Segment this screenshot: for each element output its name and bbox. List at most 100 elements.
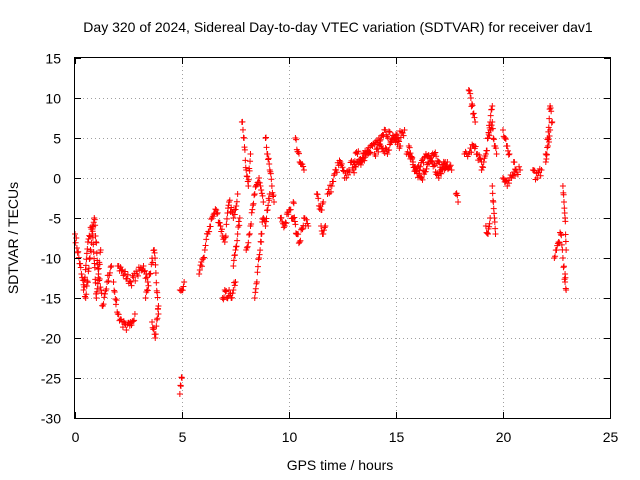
data-point <box>177 382 184 389</box>
data-point <box>103 285 110 292</box>
data-point <box>97 287 104 294</box>
data-point <box>487 112 494 119</box>
data-point <box>467 95 474 101</box>
data-point <box>231 279 238 286</box>
data-point <box>385 128 392 135</box>
data-point <box>152 335 159 341</box>
data-point <box>553 247 560 253</box>
y-tick-label: -15 <box>41 291 61 307</box>
data-point <box>153 316 160 323</box>
data-point <box>485 231 492 237</box>
y-tick-label: -20 <box>41 331 61 347</box>
data-point <box>216 219 223 226</box>
data-point <box>511 159 518 166</box>
data-point <box>229 290 236 297</box>
data-point <box>97 247 104 253</box>
data-point <box>142 275 149 282</box>
data-point <box>560 263 567 270</box>
data-point <box>251 191 258 197</box>
data-point <box>140 263 147 269</box>
data-point <box>492 145 499 152</box>
data-point <box>559 255 566 261</box>
data-point <box>534 175 541 181</box>
data-point <box>280 224 287 231</box>
data-point <box>285 211 292 218</box>
data-point <box>502 178 509 185</box>
data-point <box>246 231 253 238</box>
data-point <box>467 90 474 97</box>
data-point <box>108 263 115 269</box>
data-point <box>151 249 158 256</box>
data-point <box>202 242 209 249</box>
data-point <box>222 288 229 295</box>
data-point <box>196 271 203 277</box>
data-point <box>113 297 120 304</box>
data-point <box>260 199 267 205</box>
data-point <box>299 226 306 233</box>
data-point <box>230 287 237 293</box>
data-point <box>112 296 119 303</box>
data-point <box>395 137 402 144</box>
data-point <box>322 223 329 229</box>
data-point <box>262 218 269 225</box>
data-point <box>92 222 99 229</box>
data-point <box>207 223 214 230</box>
data-point <box>502 135 509 141</box>
data-point <box>74 249 81 256</box>
data-point <box>91 264 98 271</box>
x-tick-label: 20 <box>496 429 512 445</box>
data-point <box>266 197 273 204</box>
data-point <box>221 294 228 301</box>
data-point <box>547 127 554 133</box>
y-tick-label: -30 <box>41 411 61 427</box>
data-point <box>415 170 422 177</box>
data-point <box>484 230 491 237</box>
data-point <box>502 136 509 143</box>
data-point <box>412 167 419 173</box>
data-point <box>258 187 265 194</box>
x-tick-label: 10 <box>282 429 298 445</box>
data-point <box>409 155 416 162</box>
data-point <box>131 317 138 324</box>
data-point <box>287 206 294 213</box>
data-point <box>241 146 248 153</box>
data-point <box>563 247 570 253</box>
data-point <box>350 167 357 173</box>
data-point <box>330 172 337 179</box>
data-point <box>489 190 496 197</box>
data-point <box>257 247 264 254</box>
data-point <box>560 264 567 271</box>
data-point <box>490 136 497 143</box>
data-point <box>333 169 340 176</box>
data-point <box>111 289 118 296</box>
data-point <box>562 218 569 225</box>
data-point <box>258 190 265 197</box>
data-point <box>234 237 241 244</box>
data-point <box>141 267 148 274</box>
data-point <box>560 191 567 198</box>
data-point <box>89 234 96 241</box>
data-point <box>230 215 237 221</box>
data-point <box>231 207 238 214</box>
data-point <box>537 172 544 179</box>
data-point <box>544 144 551 151</box>
data-point <box>236 215 243 221</box>
data-point <box>149 319 156 325</box>
data-point <box>315 195 322 202</box>
data-point <box>314 191 321 198</box>
data-point <box>408 153 415 160</box>
data-point <box>548 119 555 126</box>
data-point <box>223 221 230 228</box>
data-point <box>98 290 105 297</box>
data-point <box>557 231 564 237</box>
data-point <box>260 215 267 221</box>
data-point <box>544 143 551 149</box>
data-point <box>296 239 303 245</box>
data-point <box>543 152 550 159</box>
data-point <box>84 239 91 245</box>
data-point <box>230 263 237 269</box>
data-point <box>512 167 519 173</box>
data-point <box>93 295 100 301</box>
data-point <box>489 103 496 109</box>
data-point <box>423 165 430 172</box>
